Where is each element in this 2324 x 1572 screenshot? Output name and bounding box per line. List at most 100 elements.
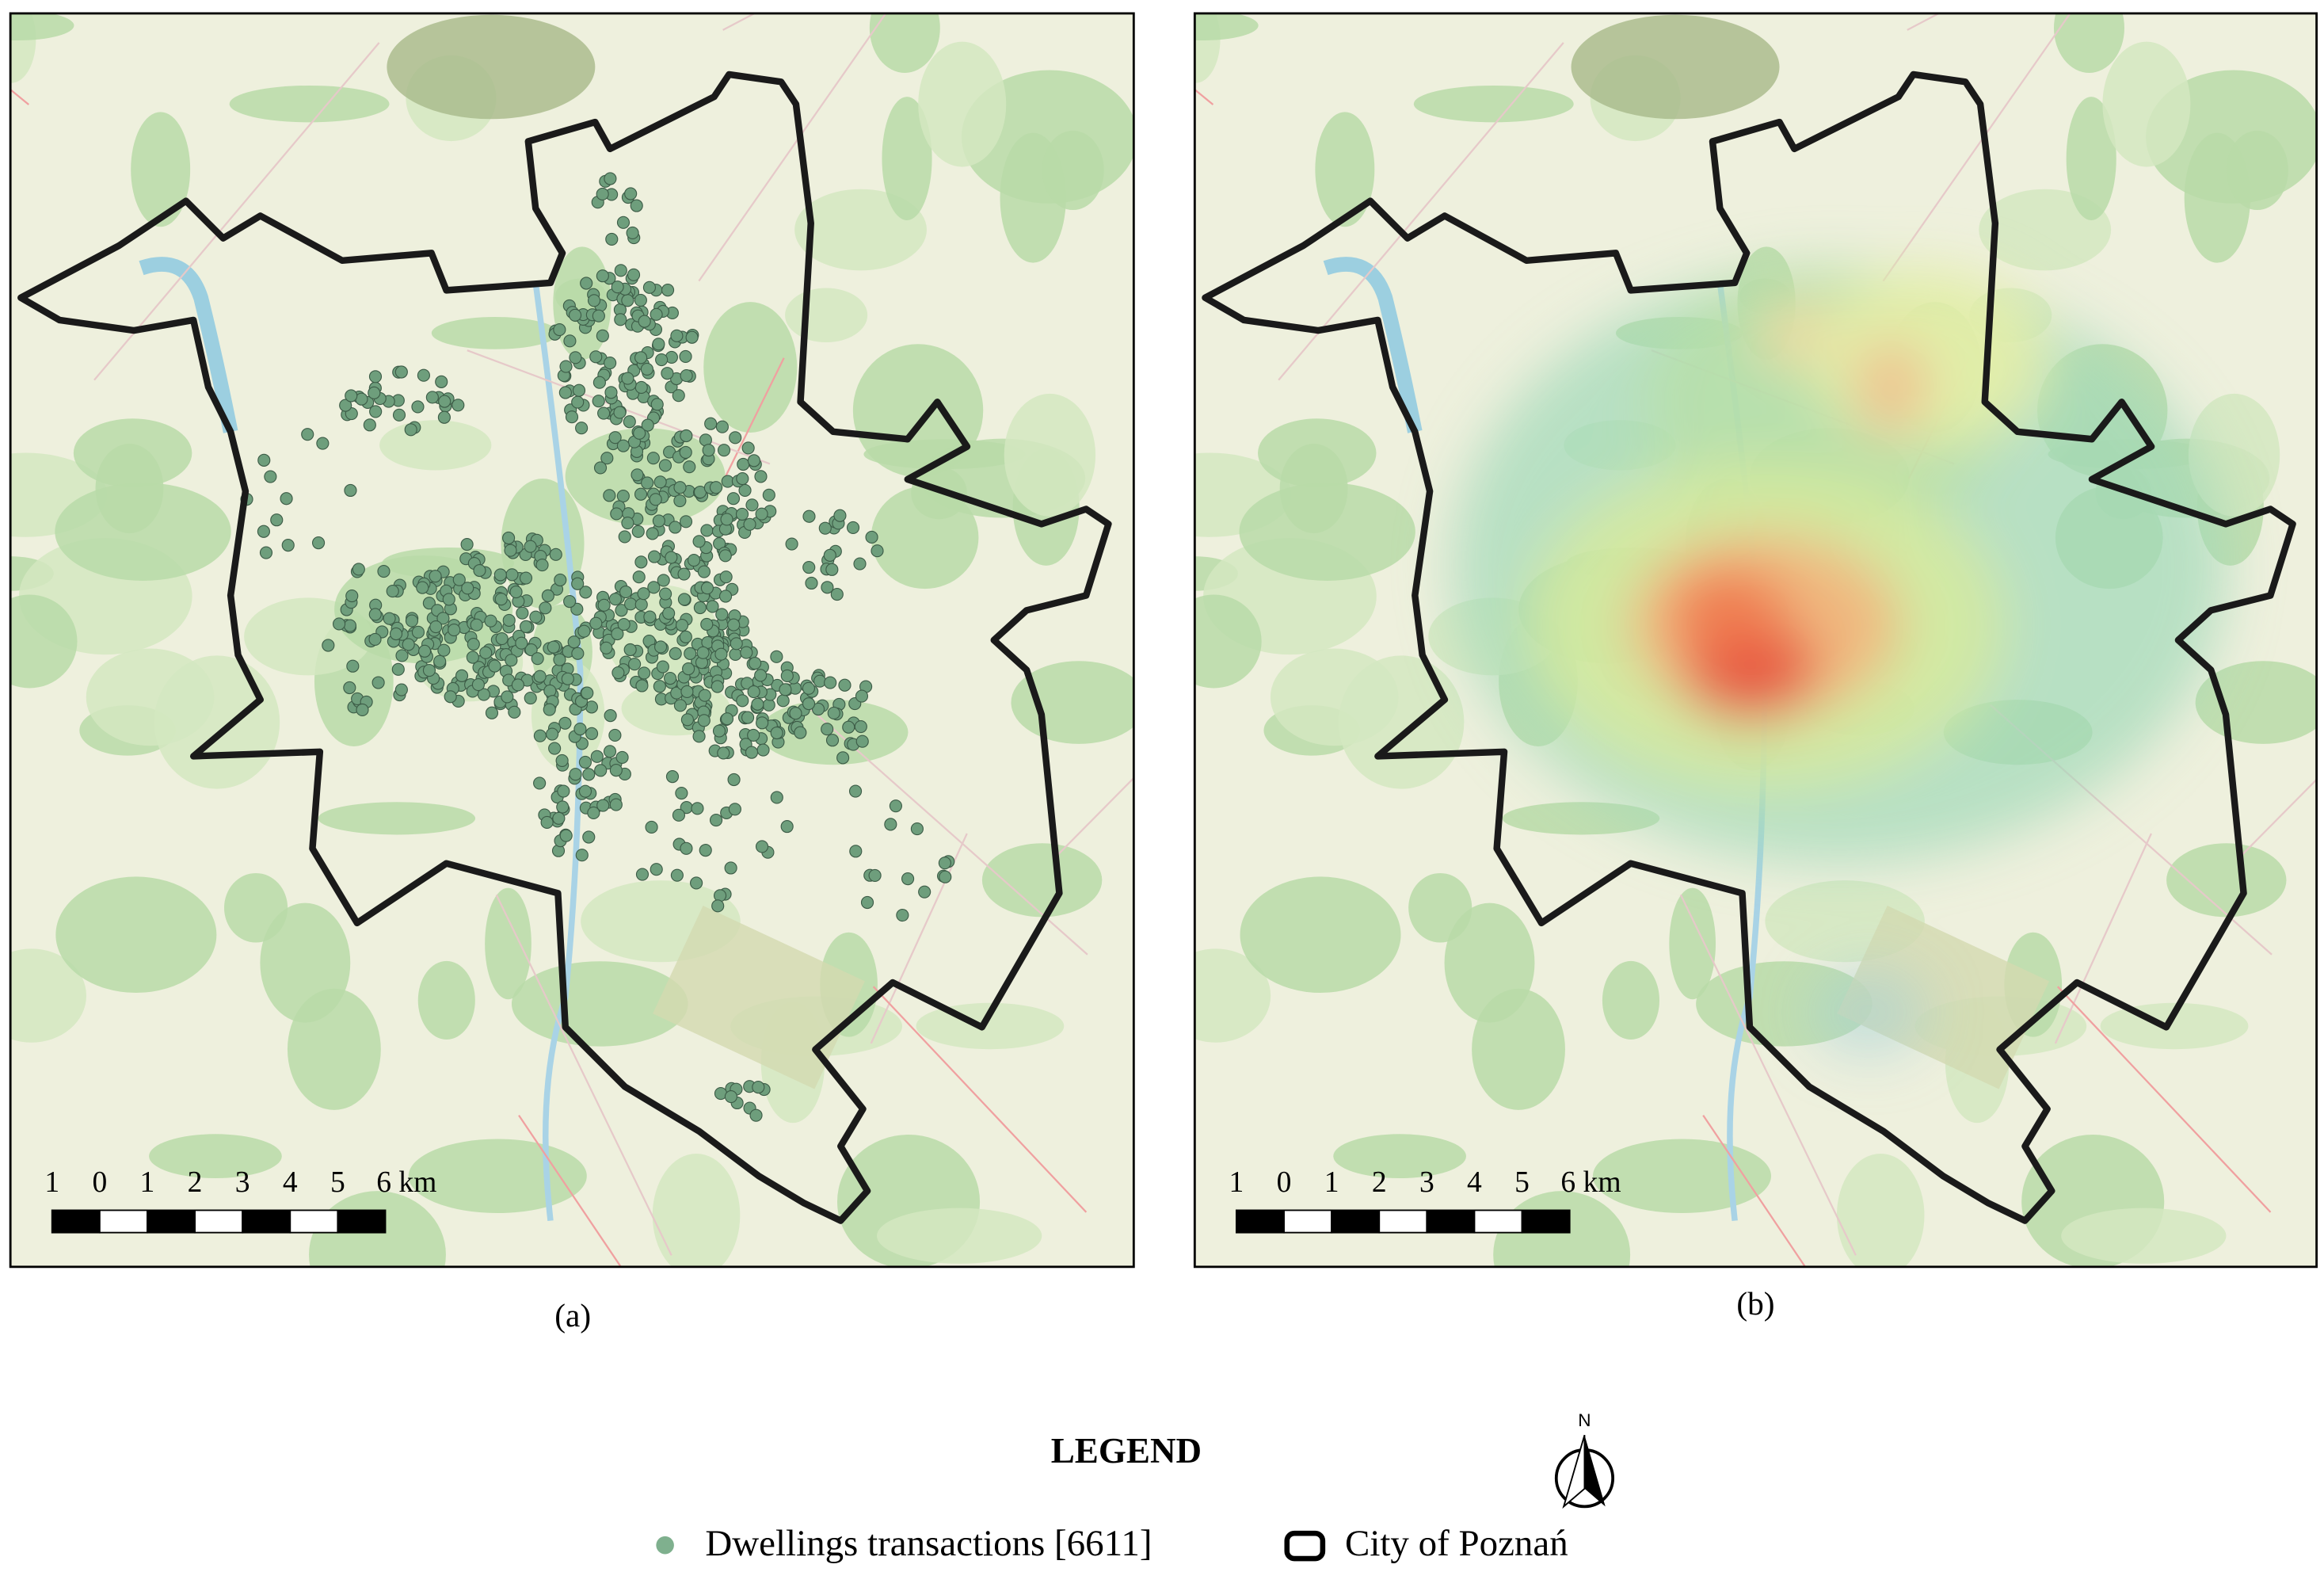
transaction-dot bbox=[617, 617, 631, 631]
scale-label: 5 bbox=[330, 1166, 345, 1199]
transaction-dot bbox=[611, 666, 625, 680]
scale-bar-segment bbox=[98, 1209, 148, 1234]
transaction-dot bbox=[280, 492, 293, 506]
transaction-dot bbox=[589, 616, 603, 630]
map-lake bbox=[139, 257, 238, 433]
legend-dot bbox=[656, 1536, 674, 1555]
map-forest bbox=[1571, 14, 1780, 120]
transaction-dot bbox=[690, 876, 703, 890]
transaction-dot bbox=[377, 565, 391, 578]
transaction-dot bbox=[488, 659, 501, 673]
transaction-dot bbox=[889, 799, 902, 813]
transaction-dot bbox=[613, 406, 627, 419]
transaction-dot bbox=[533, 729, 547, 742]
transaction-dot bbox=[343, 619, 356, 632]
transaction-dot bbox=[789, 707, 802, 720]
transaction-dot bbox=[466, 651, 479, 664]
map-road bbox=[1057, 776, 1134, 856]
transaction-dot bbox=[693, 601, 707, 615]
transaction-dot bbox=[438, 395, 451, 408]
transaction-dot bbox=[645, 820, 658, 834]
transaction-dot bbox=[682, 662, 695, 676]
transaction-dot bbox=[559, 829, 573, 842]
transaction-dot bbox=[543, 703, 556, 716]
transaction-dot bbox=[577, 624, 591, 638]
map-road bbox=[1278, 42, 1564, 381]
transaction-dot bbox=[553, 653, 566, 666]
transaction-dot bbox=[650, 307, 663, 321]
transaction-dot bbox=[661, 367, 674, 380]
transaction-dot bbox=[855, 689, 869, 703]
transaction-dot bbox=[604, 709, 617, 723]
transaction-dot bbox=[730, 637, 743, 651]
transaction-dot bbox=[665, 551, 678, 564]
transaction-dot bbox=[495, 631, 509, 646]
transaction-dot bbox=[417, 644, 432, 658]
transaction-dot bbox=[938, 857, 951, 870]
transaction-dot bbox=[404, 423, 417, 437]
transaction-dot bbox=[264, 470, 277, 483]
transaction-dot bbox=[679, 515, 693, 528]
map-green-area bbox=[1270, 648, 1399, 746]
transaction-dot bbox=[391, 662, 405, 676]
panel-frame bbox=[1193, 12, 2318, 1269]
transaction-dot bbox=[621, 294, 634, 307]
transaction-dot bbox=[846, 521, 860, 534]
transaction-dot bbox=[504, 544, 517, 557]
transaction-dot bbox=[675, 619, 689, 632]
heat-blob bbox=[1858, 342, 1924, 432]
transaction-dot bbox=[659, 587, 672, 601]
transaction-dot bbox=[603, 745, 617, 758]
heat-blob bbox=[1667, 565, 1787, 655]
map-green-area bbox=[882, 97, 932, 220]
transaction-dot bbox=[467, 638, 480, 651]
transaction-dot bbox=[715, 608, 729, 621]
transaction-dot bbox=[569, 768, 582, 781]
map-green-area bbox=[2066, 97, 2116, 220]
transaction-dot bbox=[756, 716, 769, 730]
transaction-dot bbox=[519, 620, 533, 633]
transaction-dot bbox=[485, 706, 499, 719]
map-road bbox=[870, 833, 968, 1044]
transaction-dot bbox=[838, 678, 851, 692]
transaction-dot bbox=[679, 349, 692, 364]
transaction-dot bbox=[614, 264, 627, 277]
transaction-dot bbox=[884, 818, 897, 831]
map-green-area bbox=[379, 420, 492, 471]
transaction-dot bbox=[394, 365, 408, 379]
transaction-dot bbox=[634, 293, 647, 307]
transaction-dot bbox=[570, 602, 584, 616]
transaction-dot bbox=[594, 764, 608, 777]
transaction-dot bbox=[604, 357, 617, 370]
transaction-dot bbox=[718, 549, 732, 563]
transaction-dot bbox=[687, 554, 701, 567]
map-airport bbox=[1837, 906, 2050, 1089]
transaction-dot bbox=[802, 509, 816, 523]
transaction-dot bbox=[680, 841, 693, 855]
transaction-dot bbox=[642, 280, 657, 294]
transaction-dot bbox=[672, 389, 685, 403]
transaction-dot bbox=[719, 570, 733, 584]
transaction-dot bbox=[604, 172, 617, 185]
transaction-dot bbox=[556, 800, 570, 814]
transaction-dot bbox=[794, 726, 807, 739]
transaction-dot bbox=[770, 650, 783, 663]
transaction-dot bbox=[596, 799, 610, 812]
transaction-dot bbox=[311, 536, 326, 550]
transaction-dot bbox=[776, 694, 790, 708]
transaction-dot bbox=[578, 784, 592, 798]
transaction-dot bbox=[368, 370, 383, 383]
transaction-dot bbox=[543, 684, 557, 698]
transaction-dot bbox=[630, 199, 643, 212]
transaction-dot bbox=[405, 614, 419, 628]
map-green-area bbox=[318, 802, 476, 835]
transaction-dot bbox=[435, 375, 448, 388]
transaction-dot bbox=[461, 582, 474, 595]
transaction-dot bbox=[646, 527, 659, 540]
transaction-dot bbox=[641, 418, 654, 432]
scale-label: 1 bbox=[44, 1166, 59, 1199]
transaction-dot bbox=[684, 647, 697, 660]
map-green-area bbox=[1011, 661, 1134, 744]
north-label: N bbox=[1578, 1410, 1591, 1430]
